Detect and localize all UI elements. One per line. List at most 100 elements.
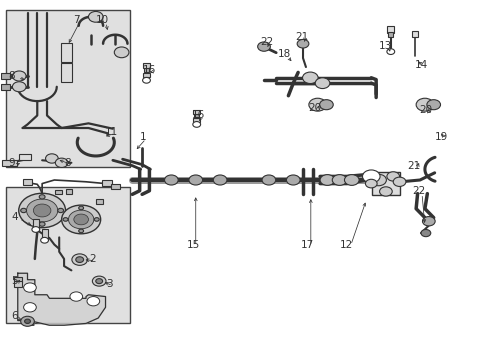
FancyBboxPatch shape bbox=[1, 73, 10, 79]
FancyBboxPatch shape bbox=[19, 154, 31, 159]
Circle shape bbox=[319, 100, 332, 110]
Text: 7: 7 bbox=[73, 15, 80, 26]
Circle shape bbox=[96, 279, 102, 284]
Text: 20: 20 bbox=[419, 105, 431, 115]
Circle shape bbox=[87, 297, 100, 306]
Circle shape bbox=[12, 71, 26, 81]
Circle shape bbox=[164, 175, 178, 185]
Circle shape bbox=[55, 158, 68, 167]
Circle shape bbox=[79, 206, 83, 210]
Circle shape bbox=[45, 154, 58, 163]
Circle shape bbox=[302, 72, 318, 84]
Circle shape bbox=[286, 175, 300, 185]
Text: 15: 15 bbox=[186, 239, 200, 249]
Circle shape bbox=[370, 174, 386, 186]
Circle shape bbox=[70, 292, 82, 301]
FancyBboxPatch shape bbox=[371, 172, 399, 195]
Text: 20: 20 bbox=[308, 103, 321, 113]
Text: 9: 9 bbox=[8, 158, 15, 168]
Text: 5: 5 bbox=[11, 276, 18, 286]
Circle shape bbox=[23, 303, 36, 312]
Circle shape bbox=[61, 205, 101, 234]
Circle shape bbox=[308, 98, 326, 111]
Circle shape bbox=[20, 316, 34, 326]
FancyBboxPatch shape bbox=[65, 189, 72, 194]
Text: 21: 21 bbox=[407, 161, 420, 171]
FancyBboxPatch shape bbox=[102, 180, 112, 186]
FancyBboxPatch shape bbox=[412, 31, 417, 37]
Text: 10: 10 bbox=[95, 15, 108, 26]
Circle shape bbox=[88, 12, 103, 22]
Text: 6: 6 bbox=[11, 311, 18, 321]
FancyBboxPatch shape bbox=[55, 190, 61, 194]
Text: 1: 1 bbox=[140, 132, 146, 142]
Circle shape bbox=[331, 175, 346, 185]
Circle shape bbox=[362, 170, 379, 183]
FancyBboxPatch shape bbox=[33, 219, 39, 229]
FancyBboxPatch shape bbox=[386, 26, 393, 33]
Text: 12: 12 bbox=[340, 239, 353, 249]
Circle shape bbox=[26, 199, 58, 222]
Circle shape bbox=[74, 214, 88, 225]
FancyBboxPatch shape bbox=[193, 118, 200, 122]
FancyBboxPatch shape bbox=[2, 159, 17, 166]
Text: 21: 21 bbox=[295, 32, 308, 41]
Circle shape bbox=[92, 276, 106, 286]
Circle shape bbox=[23, 283, 36, 292]
FancyBboxPatch shape bbox=[22, 179, 32, 185]
FancyBboxPatch shape bbox=[41, 229, 47, 239]
FancyBboxPatch shape bbox=[144, 68, 149, 72]
Text: 16: 16 bbox=[191, 111, 204, 121]
FancyBboxPatch shape bbox=[194, 114, 199, 117]
FancyBboxPatch shape bbox=[142, 73, 150, 77]
Circle shape bbox=[142, 77, 150, 83]
Circle shape bbox=[386, 172, 399, 181]
Circle shape bbox=[365, 179, 376, 188]
Polygon shape bbox=[18, 273, 105, 325]
Circle shape bbox=[422, 217, 434, 226]
FancyBboxPatch shape bbox=[143, 63, 150, 68]
Text: 14: 14 bbox=[413, 60, 427, 70]
Circle shape bbox=[379, 187, 391, 196]
Circle shape bbox=[188, 175, 202, 185]
Text: 19: 19 bbox=[434, 132, 447, 142]
Circle shape bbox=[114, 47, 129, 58]
FancyBboxPatch shape bbox=[5, 10, 130, 167]
Circle shape bbox=[58, 208, 63, 213]
Circle shape bbox=[32, 226, 40, 232]
Circle shape bbox=[39, 195, 45, 199]
Text: 3: 3 bbox=[106, 279, 113, 289]
Circle shape bbox=[426, 100, 440, 110]
FancyBboxPatch shape bbox=[1, 84, 10, 90]
FancyBboxPatch shape bbox=[111, 184, 120, 189]
Circle shape bbox=[12, 82, 26, 92]
Circle shape bbox=[68, 210, 94, 229]
FancyBboxPatch shape bbox=[61, 43, 72, 62]
Circle shape bbox=[79, 229, 83, 233]
Circle shape bbox=[41, 237, 48, 243]
FancyBboxPatch shape bbox=[61, 63, 72, 82]
Circle shape bbox=[76, 257, 83, 262]
Circle shape bbox=[415, 98, 433, 111]
Circle shape bbox=[24, 319, 30, 323]
Text: 8: 8 bbox=[64, 158, 71, 168]
Circle shape bbox=[257, 42, 270, 51]
Circle shape bbox=[315, 78, 329, 89]
Circle shape bbox=[297, 40, 308, 48]
Circle shape bbox=[420, 229, 430, 237]
FancyBboxPatch shape bbox=[387, 32, 392, 37]
Circle shape bbox=[262, 175, 275, 185]
FancyBboxPatch shape bbox=[14, 281, 22, 287]
Text: 22: 22 bbox=[259, 37, 272, 47]
Circle shape bbox=[392, 177, 405, 186]
Text: 18: 18 bbox=[277, 49, 290, 59]
Circle shape bbox=[213, 175, 226, 185]
Circle shape bbox=[344, 175, 358, 185]
Text: 2: 2 bbox=[89, 254, 96, 264]
Circle shape bbox=[19, 193, 65, 228]
Circle shape bbox=[63, 218, 68, 221]
Circle shape bbox=[20, 208, 26, 213]
Circle shape bbox=[72, 254, 87, 265]
FancyBboxPatch shape bbox=[14, 277, 22, 282]
Text: 16: 16 bbox=[143, 64, 156, 75]
